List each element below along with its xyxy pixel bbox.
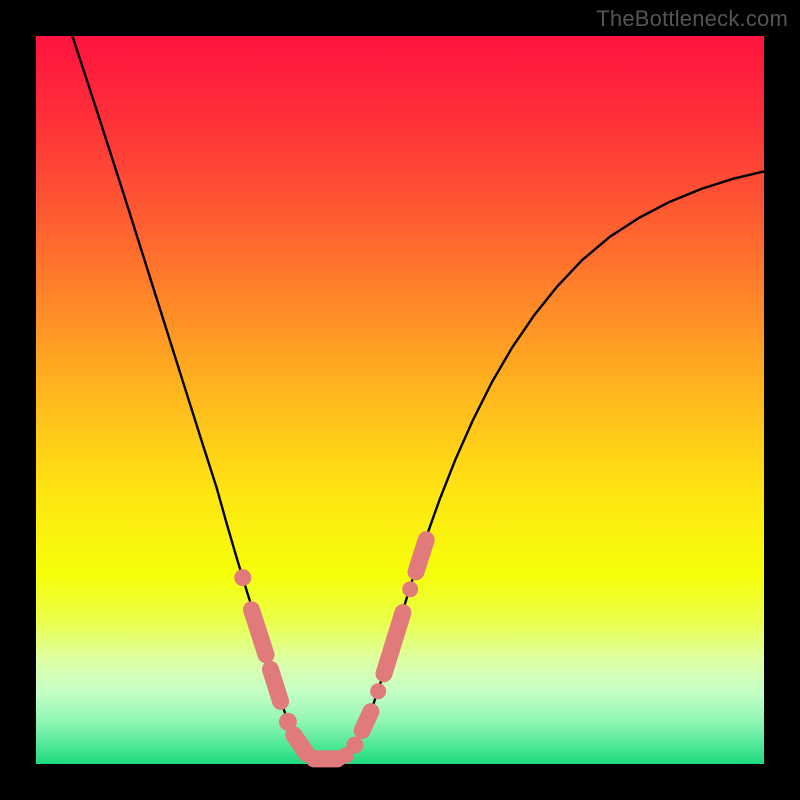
cluster-pill [270, 669, 280, 701]
cluster-pill [362, 712, 371, 731]
cluster-pill [416, 540, 426, 572]
cluster-dot [402, 581, 418, 597]
watermark-text: TheBottleneck.com [596, 6, 788, 32]
chart-stage: TheBottleneck.com [0, 0, 800, 800]
cluster-dot [234, 569, 251, 586]
cluster-pill [294, 735, 307, 754]
cluster-pill [384, 613, 403, 674]
plot-area [36, 36, 764, 764]
cluster-dot [346, 737, 363, 754]
cluster-pill [251, 610, 266, 655]
cluster-dot [370, 683, 386, 699]
bottleneck-curve [72, 36, 764, 762]
dot-cluster-group [234, 540, 426, 763]
curve-layer [36, 36, 764, 764]
